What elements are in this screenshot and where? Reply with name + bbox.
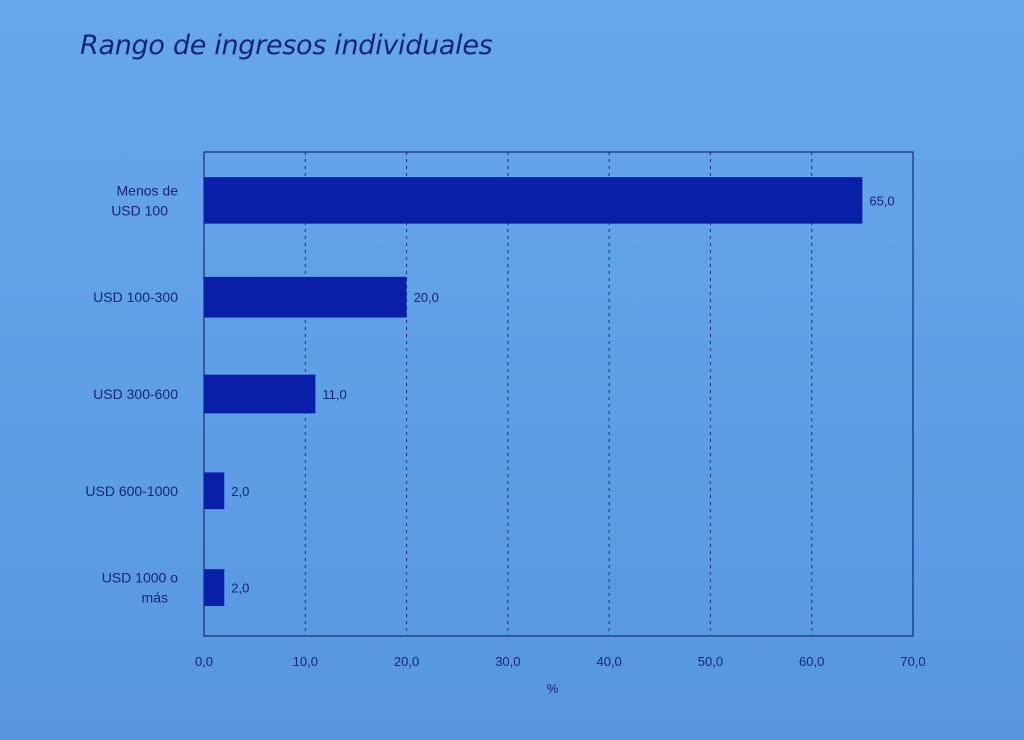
chart-title: Rango de ingresos individuales: [80, 30, 493, 61]
category-label: USD 100: [111, 202, 168, 218]
x-tick-label: 50,0: [698, 654, 723, 669]
data-label: 65,0: [869, 193, 894, 208]
category-label: USD 1000 o: [102, 570, 178, 586]
data-label: 20,0: [414, 290, 439, 305]
x-axis-title: %: [547, 681, 559, 696]
category-label: USD 100-300: [93, 289, 178, 305]
category-labels: Menos de USD 100 USD 100-300 USD 300-600 USD…: [85, 182, 178, 605]
category-label: Menos de: [117, 182, 179, 198]
x-tick-label: 30,0: [495, 654, 520, 669]
bar: [204, 569, 225, 606]
x-tick-label: 0,0: [195, 654, 213, 669]
x-tick-label: 70,0: [900, 654, 925, 669]
x-tick-label: 10,0: [293, 654, 318, 669]
bars: 65,0 20,0 11,0 2,0 2,0: [204, 177, 895, 606]
category-label: USD 300-600: [93, 386, 178, 402]
category-label: USD 600-1000: [85, 483, 178, 499]
x-tick-label: 40,0: [596, 654, 621, 669]
x-tick-label: 60,0: [799, 654, 824, 669]
bar: [204, 374, 316, 414]
x-axis-ticks: 0,0 10,0 20,0 30,0 40,0 50,0 60,0 70,0: [195, 654, 926, 669]
data-label: 2,0: [231, 581, 249, 596]
data-label: 11,0: [322, 387, 346, 402]
bar: [204, 177, 863, 224]
x-tick-label: 20,0: [394, 654, 419, 669]
bar: [204, 472, 225, 510]
category-label: más: [142, 590, 168, 606]
bar: [204, 276, 407, 318]
data-label: 2,0: [231, 484, 249, 499]
gridlines: [304, 152, 813, 636]
